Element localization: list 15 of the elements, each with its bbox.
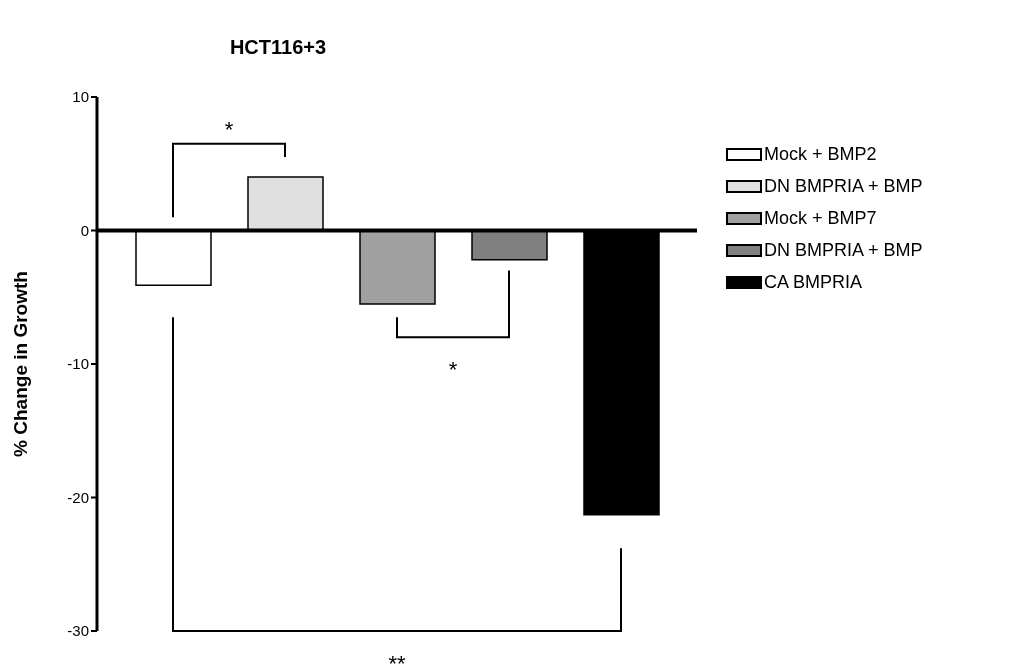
legend-label: Mock + BMP7 (764, 207, 877, 229)
y-tick-label: 10 (72, 88, 89, 106)
chart-title: HCT116+3 (228, 36, 328, 59)
y-tick-label: 0 (80, 221, 89, 239)
y-tick-label: -20 (67, 488, 89, 506)
text: ** (388, 650, 406, 668)
legend-label: Mock + BMP2 (764, 143, 877, 165)
y-tick-label: -30 (67, 622, 89, 640)
annotation: * (224, 116, 234, 142)
annotation: * (448, 356, 458, 382)
legend-label: CA BMPRIA (764, 271, 863, 293)
y-axis-title: % Change in Growth (9, 271, 31, 457)
y-tick-label: -10 (67, 355, 89, 373)
legend-label: DN BMPRIA + BMP (764, 175, 923, 197)
legend-label: DN BMPRIA + BMP (764, 239, 923, 261)
